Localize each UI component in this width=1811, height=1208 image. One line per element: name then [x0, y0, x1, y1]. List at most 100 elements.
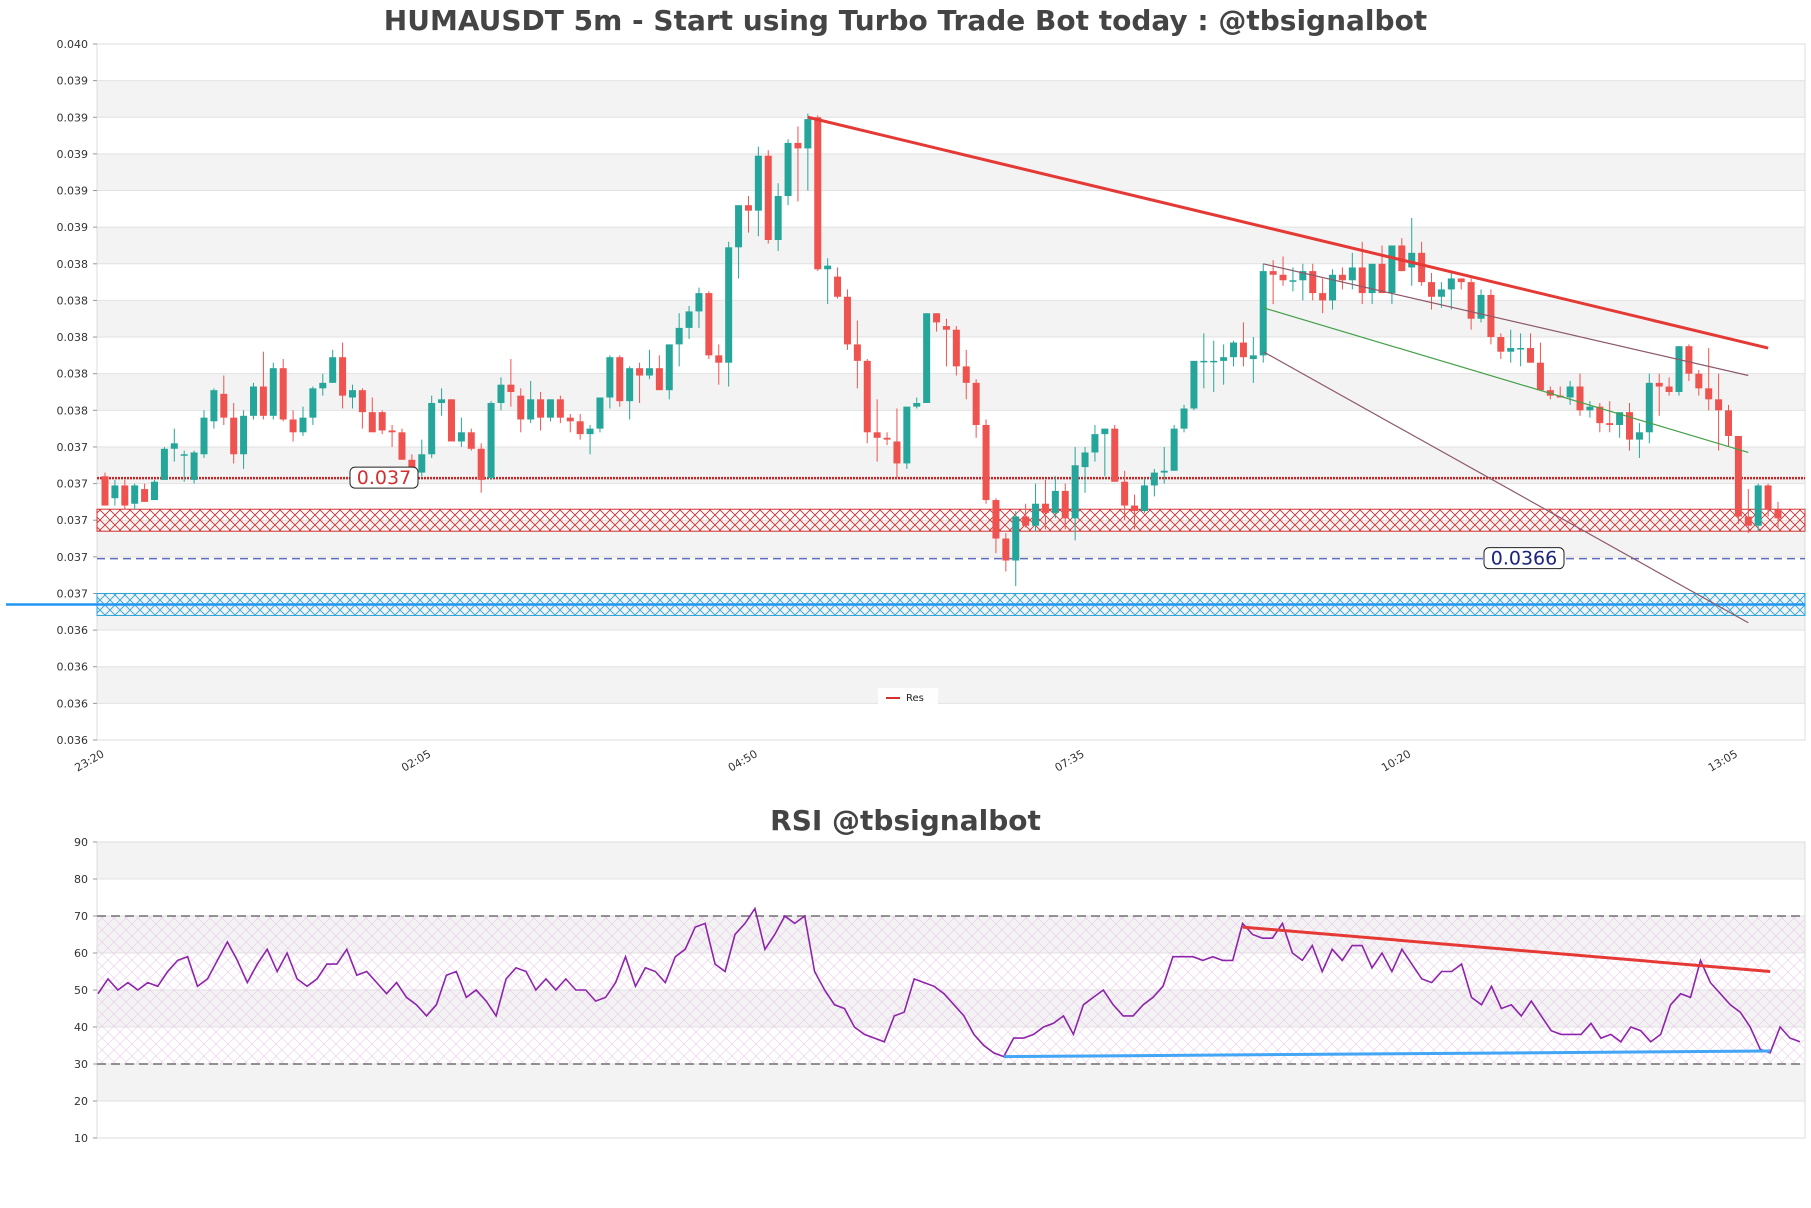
rsi-y-tick-label: 80: [74, 873, 88, 886]
price-y-tick-label: 0.036: [57, 624, 89, 637]
candle-bullish: [1368, 263, 1376, 294]
candle-bearish: [289, 419, 297, 433]
candle-bullish: [1566, 386, 1574, 398]
candle-bullish: [824, 265, 832, 270]
candle-bullish: [160, 448, 168, 480]
candle-bearish: [566, 417, 574, 422]
candle-bearish: [398, 432, 406, 460]
candle-bullish: [1645, 382, 1653, 433]
candle-bullish: [1616, 412, 1624, 425]
candle-bullish: [170, 443, 178, 449]
candle-bullish: [1200, 360, 1208, 363]
candle-bearish: [1358, 267, 1366, 294]
rsi-chart-title: RSI @tbsignalbot: [770, 804, 1041, 837]
candle-bearish: [121, 485, 129, 506]
candle-bearish: [942, 326, 950, 330]
candle-bullish: [190, 452, 198, 480]
candle-bearish: [992, 500, 1000, 539]
candle-bullish: [903, 406, 911, 464]
candle-bearish: [1398, 245, 1406, 272]
rsi-line: [97, 906, 1801, 1058]
price-y-tick-label: 0.038: [57, 404, 89, 417]
candle-bullish: [804, 119, 812, 149]
candle-bullish: [735, 205, 743, 248]
price-y-tick-label: 0.038: [57, 368, 89, 381]
price-y-tick-label: 0.039: [57, 221, 89, 234]
price-chart-title: HUMAUSDT 5m - Start using Turbo Trade Bo…: [383, 4, 1428, 37]
price-y-tick-label: 0.036: [57, 661, 89, 674]
candle-bearish: [636, 368, 644, 376]
candle-bearish: [893, 441, 901, 464]
candle-bearish: [141, 489, 149, 502]
candle-bearish: [1715, 399, 1723, 411]
rsi-band: [97, 1064, 1805, 1101]
candle-bullish: [200, 417, 208, 455]
candle-bearish: [1665, 386, 1673, 392]
candle-bullish: [1150, 472, 1158, 486]
candle-bullish: [269, 368, 277, 416]
candle-bullish: [1437, 289, 1445, 297]
candle-bullish: [586, 428, 594, 435]
candle-bullish: [131, 485, 139, 504]
price-y-tick-label: 0.038: [57, 294, 89, 307]
candle-bearish: [1705, 388, 1713, 400]
candle-bearish: [1576, 386, 1584, 411]
candle-bullish: [1447, 278, 1455, 290]
price-y-tick-label: 0.036: [57, 734, 89, 747]
candle-bullish: [1754, 485, 1762, 526]
candle-bullish: [1081, 452, 1089, 468]
rsi-y-tick-label: 70: [74, 910, 88, 923]
price-y-tick-label: 0.039: [57, 185, 89, 198]
candle-bullish: [428, 402, 436, 455]
rsi-support-trendline: [1003, 1049, 1771, 1059]
candle-bullish: [1051, 490, 1059, 513]
candle-bearish: [279, 368, 287, 420]
candle-bullish: [348, 390, 356, 398]
candle-bearish: [408, 459, 416, 473]
price-y-tick-label: 0.037: [57, 478, 89, 491]
candle-bullish: [1329, 274, 1337, 301]
candle-bullish: [487, 402, 495, 479]
candle-bearish: [962, 366, 970, 383]
candle-bullish: [309, 388, 317, 418]
candle-bearish: [952, 329, 960, 367]
candle-bullish: [1012, 516, 1020, 561]
support-level-label: 0.0366: [1483, 547, 1565, 570]
candle-bullish: [418, 454, 426, 473]
candle-bullish: [497, 384, 505, 403]
candle-bullish: [1032, 503, 1040, 526]
legend-box: [878, 688, 938, 706]
candle-bearish: [1764, 485, 1772, 510]
price-y-tick-label: 0.039: [57, 111, 89, 124]
candle-bullish: [1170, 428, 1178, 471]
candle-bearish: [358, 390, 366, 413]
candle-bearish: [230, 417, 238, 455]
candle-bearish: [853, 344, 861, 361]
candle-bullish: [111, 485, 119, 499]
candle-bearish: [1121, 481, 1129, 506]
candle-bullish: [1101, 428, 1109, 435]
candle-bullish: [1388, 245, 1396, 294]
rsi-y-tick-label: 10: [74, 1132, 88, 1145]
rsi-neutral-zone: [97, 916, 1805, 1064]
candle-bearish: [1744, 516, 1752, 526]
candle-bearish: [705, 293, 713, 356]
candle-bearish: [1131, 505, 1139, 512]
candle-bullish: [1091, 434, 1099, 453]
price-x-tick-label: 23:20: [73, 747, 107, 774]
candle-bearish: [556, 399, 564, 418]
candle-bearish: [794, 142, 802, 149]
candle-bearish: [1418, 252, 1426, 283]
resistance-level-label-text: 0.037: [357, 467, 411, 489]
candle-bearish: [933, 313, 941, 323]
candle-bearish: [1527, 348, 1535, 363]
price-y-tick-label: 0.040: [57, 38, 89, 51]
candle-bullish: [329, 357, 337, 383]
price-y-tick-label: 0.037: [57, 551, 89, 564]
candle-bullish: [240, 415, 248, 455]
candle-bearish: [1685, 346, 1693, 374]
rsi-y-tick-label: 90: [74, 836, 88, 849]
candle-bearish: [1606, 423, 1614, 425]
candle-bearish: [1725, 410, 1733, 436]
price-y-tick-label: 0.036: [57, 697, 89, 710]
